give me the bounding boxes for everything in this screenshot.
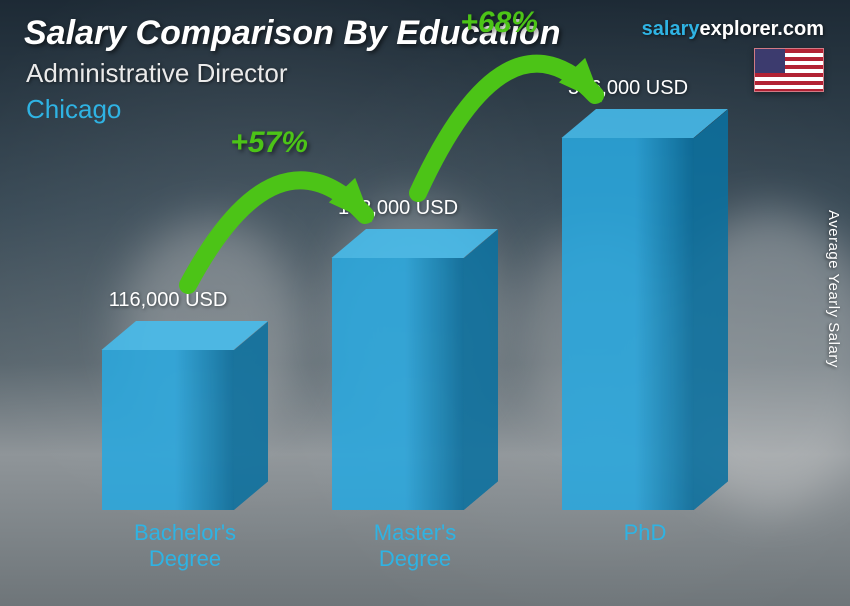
bar-side — [234, 321, 268, 510]
bar — [562, 138, 694, 510]
brand-suffix: explorer.com — [699, 18, 824, 40]
chart-subtitle: Administrative Director — [26, 58, 288, 89]
bar-value-label: 306,000 USD — [528, 77, 728, 100]
chart-stage: Salary Comparison By Education Administr… — [0, 0, 850, 606]
brand-label: salaryexplorer.com — [642, 18, 824, 41]
chart-city: Chicago — [26, 94, 121, 125]
bar-value-label: 183,000 USD — [298, 197, 498, 220]
bar-front — [562, 138, 694, 510]
bar-value-label: 116,000 USD — [68, 289, 268, 312]
jump-pct-label: +57% — [230, 126, 308, 160]
bar-category-label: Bachelor'sDegree — [85, 520, 285, 572]
bar-category-label: Master'sDegree — [315, 520, 515, 572]
bar — [102, 350, 234, 510]
jump-pct-label: +68% — [460, 6, 538, 40]
flag-icon — [754, 48, 824, 92]
bar-front — [102, 350, 234, 510]
brand-prefix: salary — [642, 18, 700, 40]
bar — [332, 258, 464, 510]
bar-side — [694, 109, 728, 510]
y-axis-caption: Average Yearly Salary — [825, 210, 842, 368]
bar-front — [332, 258, 464, 510]
bar-category-label: PhD — [545, 520, 745, 546]
bar-side — [464, 229, 498, 510]
